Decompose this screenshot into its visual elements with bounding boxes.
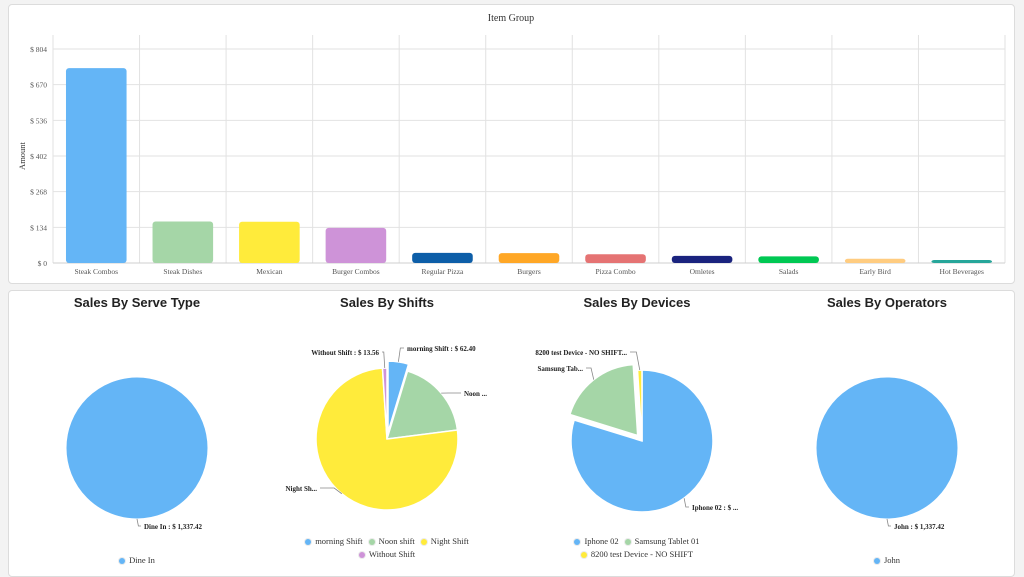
x-tick-label: Mexican (256, 267, 282, 276)
data-label-leader (684, 498, 689, 507)
legend-label: 8200 test Device - NO SHIFT (591, 549, 693, 559)
y-tick-label: $ 134 (30, 223, 47, 232)
legend-item-8200-test-device-no-shift[interactable]: 8200 test Device - NO SHIFT (581, 548, 693, 561)
shifts-legend: morning Shift Noon shift Night Shift Withou… (262, 535, 512, 561)
sales-pie-charts: Dine In : $ 1,337.42 morning Shift : $ 62… (9, 291, 1014, 576)
legend-item-dine-in[interactable]: Dine In (119, 554, 155, 567)
y-axis-label: Amount (17, 141, 27, 170)
devices-legend: Iphone 02 Samsung Tablet 01 8200 test Devi… (512, 535, 762, 561)
bar-early-bird[interactable] (845, 259, 906, 263)
legend-label: Night Shift (431, 536, 469, 546)
legend-item-john[interactable]: John (874, 554, 900, 567)
y-tick-label: $ 268 (30, 188, 47, 197)
data-label-8200-test-device-no-shift: 8200 test Device - NO SHIFT... (535, 349, 627, 357)
data-label-dine-in: Dine In : $ 1,337.42 (144, 523, 202, 531)
legend-label: Samsung Tablet 01 (635, 536, 700, 546)
data-label-leader (398, 348, 404, 362)
slice-8200-test-device-no-shift[interactable] (638, 370, 642, 441)
x-tick-label: Regular Pizza (422, 267, 465, 276)
y-tick-label: $ 0 (38, 259, 48, 268)
x-tick-label: Pizza Combo (595, 267, 635, 276)
x-tick-label: Steak Combos (74, 267, 118, 276)
sales-by-operators-pie: John : $ 1,337.42 (816, 377, 958, 531)
legend-dot-icon (369, 539, 375, 545)
bar-steak-dishes[interactable] (153, 221, 214, 263)
bar-omletes[interactable] (672, 256, 733, 263)
data-label-iphone-02: Iphone 02 : $ ... (692, 504, 738, 512)
operators-legend: John (762, 554, 1012, 567)
data-label-leader (586, 368, 594, 380)
y-tick-label: $ 804 (30, 45, 47, 54)
serve-type-legend: Dine In (12, 554, 262, 567)
y-tick-label: $ 536 (30, 116, 47, 125)
legend-label: Iphone 02 (584, 536, 618, 546)
sales-by-devices-pie: Iphone 02 : $ ... Samsung Tab... 8200 test… (535, 349, 738, 512)
item-group-bar-chart: Item Group $ 0 $ 134 $ 268 $ 402 $ 536 $ 670 $ … (9, 5, 1014, 283)
legend-dot-icon (305, 539, 311, 545)
legend-label: morning Shift (315, 536, 362, 546)
sales-by-shifts-pie: morning Shift : $ 62.40 Noon ... Night Sh.… (285, 345, 487, 510)
item-group-chart-panel: Item Group $ 0 $ 134 $ 268 $ 402 $ 536 $ 670 $ … (8, 4, 1015, 284)
legend-label: Without Shift (369, 549, 415, 559)
legend-label: John (884, 555, 900, 565)
bar-chart-title: Item Group (488, 13, 534, 24)
legend-dot-icon (119, 558, 125, 564)
legend-label: Noon shift (379, 536, 415, 546)
bar-burgers[interactable] (499, 253, 560, 263)
data-label-noon-shift: Noon ... (464, 390, 487, 398)
x-tick-label: Hot Beverages (940, 267, 984, 276)
x-tick-label: Salads (779, 267, 799, 276)
legend-item-night-shift[interactable]: Night Shift (421, 535, 469, 548)
sales-charts-panel: Sales By Serve Type Sales By Shifts Sale… (8, 290, 1015, 577)
x-tick-label: Burgers (517, 267, 541, 276)
legend-item-without-shift[interactable]: Without Shift (359, 548, 415, 561)
y-tick-label: $ 402 (30, 152, 47, 161)
data-label-morning-shift: morning Shift : $ 62.40 (407, 345, 476, 353)
legend-item-noon-shift[interactable]: Noon shift (369, 535, 415, 548)
x-tick-label: Steak Dishes (163, 267, 202, 276)
legend-dot-icon (874, 558, 880, 564)
legend-item-morning-shift[interactable]: morning Shift (305, 535, 362, 548)
y-tick-label: $ 670 (30, 81, 47, 90)
slice-john[interactable] (816, 377, 958, 519)
legend-dot-icon (421, 539, 427, 545)
bar-steak-combos[interactable] (66, 68, 127, 263)
legend-item-samsung-tablet-01[interactable]: Samsung Tablet 01 (625, 535, 700, 548)
bar-mexican[interactable] (239, 222, 300, 263)
legend-dot-icon (574, 539, 580, 545)
x-tick-label: Burger Combos (332, 267, 380, 276)
data-label-john: John : $ 1,337.42 (894, 523, 945, 531)
bar-regular-pizza[interactable] (412, 253, 473, 263)
x-tick-label: Omletes (690, 267, 715, 276)
legend-label: Dine In (129, 555, 155, 565)
data-label-leader (887, 519, 891, 526)
data-label-leader (137, 519, 141, 526)
data-label-leader (382, 352, 385, 368)
slice-dine-in[interactable] (66, 377, 208, 519)
data-label-night-shift: Night Sh... (285, 485, 317, 493)
legend-dot-icon (625, 539, 631, 545)
bar-pizza-combo[interactable] (585, 254, 646, 263)
bar-burger-combos[interactable] (326, 228, 387, 263)
sales-by-serve-type-pie: Dine In : $ 1,337.42 (66, 377, 208, 531)
bar-hot-beverages[interactable] (931, 260, 992, 263)
data-label-without-shift: Without Shift : $ 13.56 (311, 349, 379, 357)
data-label-samsung-tablet-01: Samsung Tab... (537, 365, 583, 373)
legend-dot-icon (359, 552, 365, 558)
x-tick-label: Early Bird (859, 267, 891, 276)
legend-item-iphone-02[interactable]: Iphone 02 (574, 535, 618, 548)
bar-salads[interactable] (758, 256, 819, 263)
legend-dot-icon (581, 552, 587, 558)
